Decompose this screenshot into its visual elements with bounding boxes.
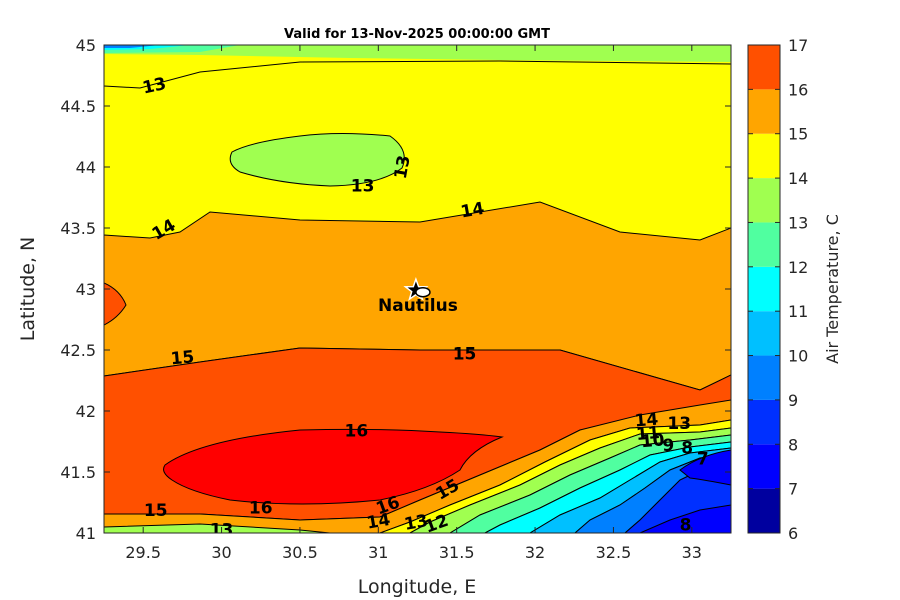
y-tick-label: 43.5 bbox=[60, 219, 96, 238]
colorbar-segment bbox=[748, 311, 780, 356]
temperature-region-9-10-north bbox=[104, 45, 160, 48]
contour-label: 11 bbox=[635, 423, 660, 445]
x-tick-label: 31 bbox=[368, 543, 388, 562]
contour-label: 13 bbox=[403, 511, 430, 535]
colorbar-segment bbox=[748, 178, 780, 223]
temperature-region-12-13-southwest bbox=[104, 523, 331, 533]
y-tick-label: 42.5 bbox=[60, 341, 96, 360]
contour-label: 7 bbox=[697, 450, 709, 470]
contour-label: 12 bbox=[422, 511, 451, 538]
isotherm-13-north bbox=[104, 60, 731, 89]
colorbar-label: Air Temperature, C bbox=[823, 214, 842, 364]
colorbar-segment bbox=[748, 89, 780, 134]
colorbar-segment bbox=[748, 222, 780, 267]
x-tick-label: 32 bbox=[525, 543, 545, 562]
x-tick-label: 33 bbox=[682, 543, 702, 562]
colorbar-tick-label: 12 bbox=[788, 258, 808, 277]
colorbar-tick-label: 15 bbox=[788, 125, 808, 144]
colorbar-tick-label: 17 bbox=[788, 36, 808, 55]
y-axis-label: Latitude, N bbox=[17, 237, 39, 342]
y-tick-label: 41 bbox=[76, 524, 96, 543]
contour-label: 9 bbox=[662, 436, 674, 456]
contour-label: 13 bbox=[210, 520, 234, 540]
marker-layer: Nautilus bbox=[378, 276, 458, 316]
x-tick-label: 32.5 bbox=[596, 543, 632, 562]
x-tick-label: 30.5 bbox=[282, 543, 318, 562]
colorbar-tick-label: 8 bbox=[788, 435, 798, 454]
colorbar-tick-label: 11 bbox=[788, 302, 808, 321]
colorbar: 6 7 8 9 10 11 12 13 14 15 16 17 bbox=[748, 36, 808, 543]
contour-label: 14 bbox=[634, 410, 659, 432]
contour-label: 15 bbox=[170, 347, 195, 369]
temperature-region-15-16-west bbox=[104, 282, 127, 326]
x-tick-label: 29.5 bbox=[125, 543, 161, 562]
contour-label: 16 bbox=[345, 422, 369, 442]
y-tick-label: 42 bbox=[76, 402, 96, 421]
y-tick-label: 45 bbox=[76, 36, 96, 55]
y-tick-label: 44 bbox=[76, 158, 96, 177]
colorbar-segment bbox=[748, 444, 780, 489]
marker-label: Nautilus bbox=[378, 296, 458, 316]
contour-label: 14 bbox=[365, 510, 392, 534]
contour-label: 13 bbox=[141, 74, 168, 98]
y-tick-label: 44.5 bbox=[60, 97, 96, 116]
temperature-region-below-8-south bbox=[639, 504, 731, 533]
colorbar-segment bbox=[748, 399, 780, 445]
contour-label: 14 bbox=[459, 199, 486, 223]
colorbar-tick-label: 10 bbox=[788, 347, 808, 366]
x-axis-label: Longitude, E bbox=[358, 576, 477, 598]
colorbar-tick-label: 6 bbox=[788, 524, 798, 543]
colorbar-segment bbox=[748, 45, 780, 90]
colorbar-tick-label: 16 bbox=[788, 80, 808, 99]
contour-label: 13 bbox=[667, 414, 691, 434]
colorbar-tick-label: 14 bbox=[788, 169, 808, 188]
colorbar-segment bbox=[748, 355, 780, 400]
temperature-region-6-7-south bbox=[679, 449, 731, 486]
colorbar-segment bbox=[748, 133, 780, 179]
x-axis-ticks: 29.5 30 30.5 31 31.5 32 32.5 33 bbox=[125, 45, 702, 562]
contour-label: 8 bbox=[680, 515, 692, 535]
colorbar-tick-label: 9 bbox=[788, 391, 798, 410]
x-tick-label: 30 bbox=[211, 543, 231, 562]
marker-ship-icon bbox=[415, 286, 431, 298]
y-axis-ticks: 41 41.5 42 42.5 43 43.5 44 44.5 45 bbox=[60, 36, 731, 543]
temperature-region-12-13-island bbox=[229, 133, 405, 187]
contour-label: 13 bbox=[391, 154, 415, 181]
marker-star-icon bbox=[403, 276, 429, 301]
temperature-region-16-17 bbox=[163, 428, 504, 505]
y-tick-label: 43 bbox=[76, 280, 96, 299]
contour-label: 16 bbox=[249, 498, 273, 518]
colorbar-frame bbox=[747, 44, 781, 534]
y-tick-label: 41.5 bbox=[60, 463, 96, 482]
contour-label: 8 bbox=[681, 439, 693, 459]
colorbar-tick-label: 7 bbox=[788, 480, 798, 499]
contour-label: 10 bbox=[640, 430, 665, 452]
temperature-region-12-13-north bbox=[104, 45, 731, 62]
colorbar-tick-label: 13 bbox=[788, 213, 808, 232]
colorbar-segment bbox=[748, 488, 780, 533]
x-tick-label: 31.5 bbox=[439, 543, 475, 562]
contour-label: 15 bbox=[144, 501, 168, 521]
contour-label: 13 bbox=[351, 176, 375, 196]
chart-title: Valid for 13-Nov-2025 00:00:00 GMT bbox=[284, 27, 550, 42]
colorbar-segment bbox=[748, 266, 780, 312]
contour-label: 15 bbox=[453, 345, 477, 365]
